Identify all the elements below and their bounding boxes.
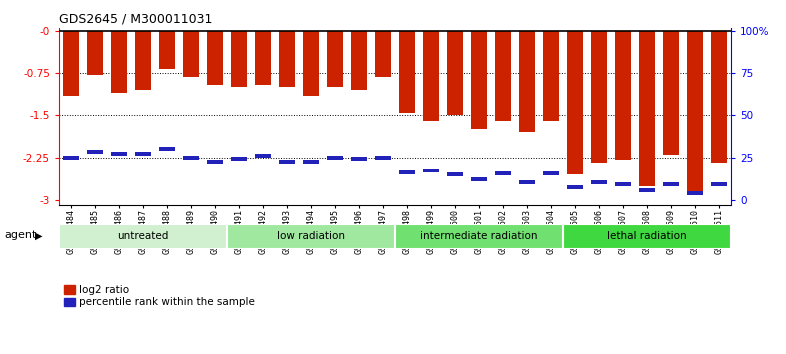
Bar: [279, 31, 295, 87]
Bar: [543, 171, 559, 175]
Bar: [375, 31, 391, 77]
Bar: [711, 182, 727, 186]
Bar: [111, 31, 127, 93]
Bar: [711, 31, 727, 163]
Bar: [375, 156, 391, 160]
Bar: [63, 31, 79, 96]
Bar: [591, 31, 607, 163]
Text: untreated: untreated: [117, 231, 169, 241]
Bar: [303, 160, 319, 164]
Bar: [495, 31, 511, 121]
Bar: [183, 156, 199, 160]
Bar: [639, 31, 655, 185]
Bar: [135, 31, 151, 90]
Bar: [567, 31, 582, 175]
Bar: [591, 180, 607, 184]
Text: lethal radiation: lethal radiation: [607, 231, 687, 241]
Bar: [399, 31, 415, 113]
Bar: [639, 188, 655, 192]
Bar: [159, 31, 174, 69]
Bar: [567, 185, 582, 189]
Bar: [227, 224, 395, 248]
Bar: [255, 31, 270, 85]
Bar: [63, 156, 79, 160]
Bar: [423, 169, 439, 172]
Bar: [564, 224, 730, 248]
Bar: [687, 191, 703, 195]
Bar: [447, 172, 463, 176]
Bar: [447, 31, 463, 115]
Bar: [520, 31, 534, 132]
Bar: [399, 170, 415, 173]
Legend: log2 ratio, percentile rank within the sample: log2 ratio, percentile rank within the s…: [64, 285, 255, 308]
Bar: [327, 156, 343, 160]
Bar: [543, 31, 559, 121]
Bar: [687, 31, 703, 191]
Text: low radiation: low radiation: [277, 231, 345, 241]
Bar: [495, 171, 511, 175]
Bar: [279, 160, 295, 164]
Bar: [663, 31, 679, 155]
Bar: [159, 147, 174, 151]
Bar: [231, 157, 247, 161]
Bar: [303, 31, 319, 96]
Bar: [208, 31, 222, 85]
Bar: [111, 152, 127, 156]
Bar: [615, 182, 631, 186]
Bar: [423, 31, 439, 121]
Bar: [615, 31, 631, 160]
Bar: [60, 224, 226, 248]
Bar: [395, 224, 563, 248]
Text: intermediate radiation: intermediate radiation: [421, 231, 538, 241]
Bar: [471, 31, 487, 130]
Text: GDS2645 / M300011031: GDS2645 / M300011031: [59, 13, 212, 26]
Text: agent: agent: [4, 230, 36, 240]
Bar: [327, 31, 343, 87]
Bar: [471, 177, 487, 181]
Text: ▶: ▶: [35, 230, 43, 240]
Bar: [183, 31, 199, 77]
Bar: [351, 31, 367, 90]
Bar: [255, 154, 270, 158]
Bar: [135, 152, 151, 156]
Bar: [663, 182, 679, 186]
Bar: [208, 160, 222, 164]
Bar: [87, 31, 103, 75]
Bar: [351, 157, 367, 161]
Bar: [87, 150, 103, 154]
Bar: [231, 31, 247, 87]
Bar: [520, 180, 534, 184]
